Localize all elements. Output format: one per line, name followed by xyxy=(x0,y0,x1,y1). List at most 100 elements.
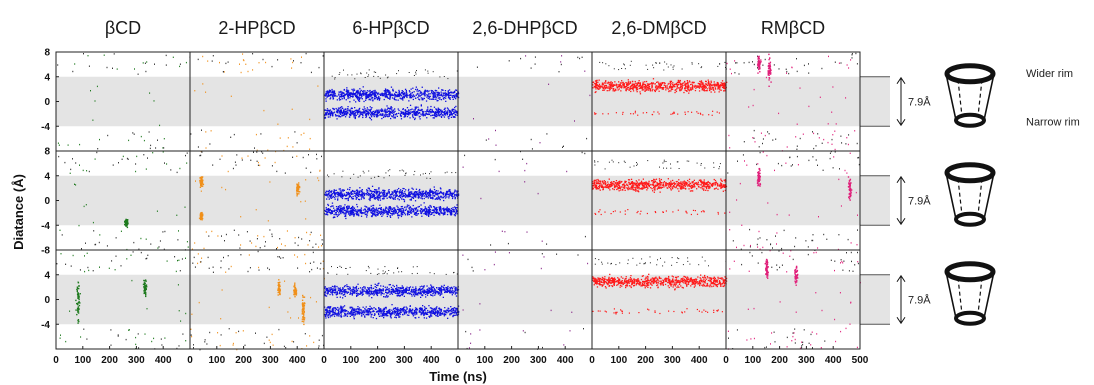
data-point xyxy=(370,190,372,192)
data-point xyxy=(333,112,335,114)
data-point xyxy=(395,193,397,195)
data-point xyxy=(331,291,334,293)
data-point xyxy=(373,314,375,316)
data-point xyxy=(324,315,327,317)
data-point xyxy=(259,247,261,249)
data-point xyxy=(421,193,423,195)
data-point xyxy=(382,110,384,113)
data-point xyxy=(450,210,452,213)
data-point xyxy=(456,309,459,311)
data-point xyxy=(349,177,351,179)
data-point xyxy=(349,293,351,295)
data-point xyxy=(145,288,147,290)
data-point xyxy=(371,215,373,217)
data-point xyxy=(343,97,345,100)
data-point xyxy=(297,267,299,269)
data-point xyxy=(366,90,369,92)
data-point xyxy=(362,313,365,316)
data-point xyxy=(294,296,296,298)
data-point xyxy=(420,312,422,314)
data-point xyxy=(432,95,434,97)
data-point xyxy=(421,211,423,213)
data-point xyxy=(440,314,442,316)
data-point xyxy=(382,93,385,95)
data-point xyxy=(378,188,380,190)
data-point xyxy=(411,289,413,291)
data-point xyxy=(83,53,84,55)
data-point xyxy=(423,110,425,113)
data-point xyxy=(364,286,366,288)
data-point xyxy=(383,309,385,311)
data-point xyxy=(444,213,446,215)
data-point xyxy=(392,111,394,113)
data-point xyxy=(332,310,334,313)
data-point xyxy=(447,290,449,292)
data-point xyxy=(418,109,420,111)
data-point xyxy=(371,93,373,96)
data-point xyxy=(381,93,384,95)
data-point xyxy=(185,61,187,64)
data-point xyxy=(430,111,433,113)
data-point xyxy=(326,212,328,214)
data-point xyxy=(454,212,457,214)
data-point xyxy=(348,211,350,213)
data-point xyxy=(446,196,448,198)
data-point xyxy=(399,93,401,95)
data-point xyxy=(365,93,367,95)
data-point xyxy=(426,285,428,287)
data-point xyxy=(443,315,445,317)
data-point xyxy=(364,77,366,78)
data-point xyxy=(446,213,449,216)
data-point xyxy=(409,193,411,195)
data-point xyxy=(427,195,429,197)
data-point xyxy=(178,259,180,261)
data-point xyxy=(206,343,208,345)
data-point xyxy=(349,111,352,114)
data-point xyxy=(358,210,360,212)
data-point xyxy=(354,94,356,96)
data-point xyxy=(248,254,250,256)
data-point xyxy=(386,291,388,294)
data-point xyxy=(376,92,378,94)
data-point xyxy=(412,291,414,293)
data-point xyxy=(336,193,339,195)
data-point xyxy=(395,308,398,310)
data-point xyxy=(361,294,363,296)
data-point xyxy=(376,110,378,112)
data-point xyxy=(356,206,359,208)
data-point xyxy=(436,92,438,94)
data-point xyxy=(448,197,450,199)
data-point xyxy=(331,193,334,195)
data-point xyxy=(386,311,388,313)
data-point xyxy=(432,193,434,195)
data-point xyxy=(303,311,305,313)
data-point xyxy=(338,192,340,194)
data-point xyxy=(390,291,392,294)
data-point xyxy=(352,89,354,92)
data-point xyxy=(455,287,457,289)
data-point xyxy=(271,233,273,235)
data-point xyxy=(432,286,435,288)
data-point xyxy=(412,96,414,98)
data-point xyxy=(309,148,311,150)
data-point xyxy=(303,319,306,321)
data-point xyxy=(404,114,406,116)
data-point xyxy=(420,291,422,293)
data-point xyxy=(380,294,382,296)
data-point xyxy=(403,291,405,293)
data-point xyxy=(338,188,340,190)
data-point xyxy=(302,294,304,297)
data-point xyxy=(77,294,79,296)
data-point xyxy=(384,95,386,97)
data-point xyxy=(414,292,416,295)
data-point xyxy=(367,187,369,189)
data-point xyxy=(410,191,412,193)
data-point xyxy=(337,208,339,210)
data-point xyxy=(93,230,95,232)
data-point xyxy=(415,191,418,193)
data-point xyxy=(371,91,373,93)
data-point xyxy=(330,112,332,114)
data-point xyxy=(349,94,351,97)
data-point xyxy=(370,177,372,179)
data-point xyxy=(337,198,339,200)
